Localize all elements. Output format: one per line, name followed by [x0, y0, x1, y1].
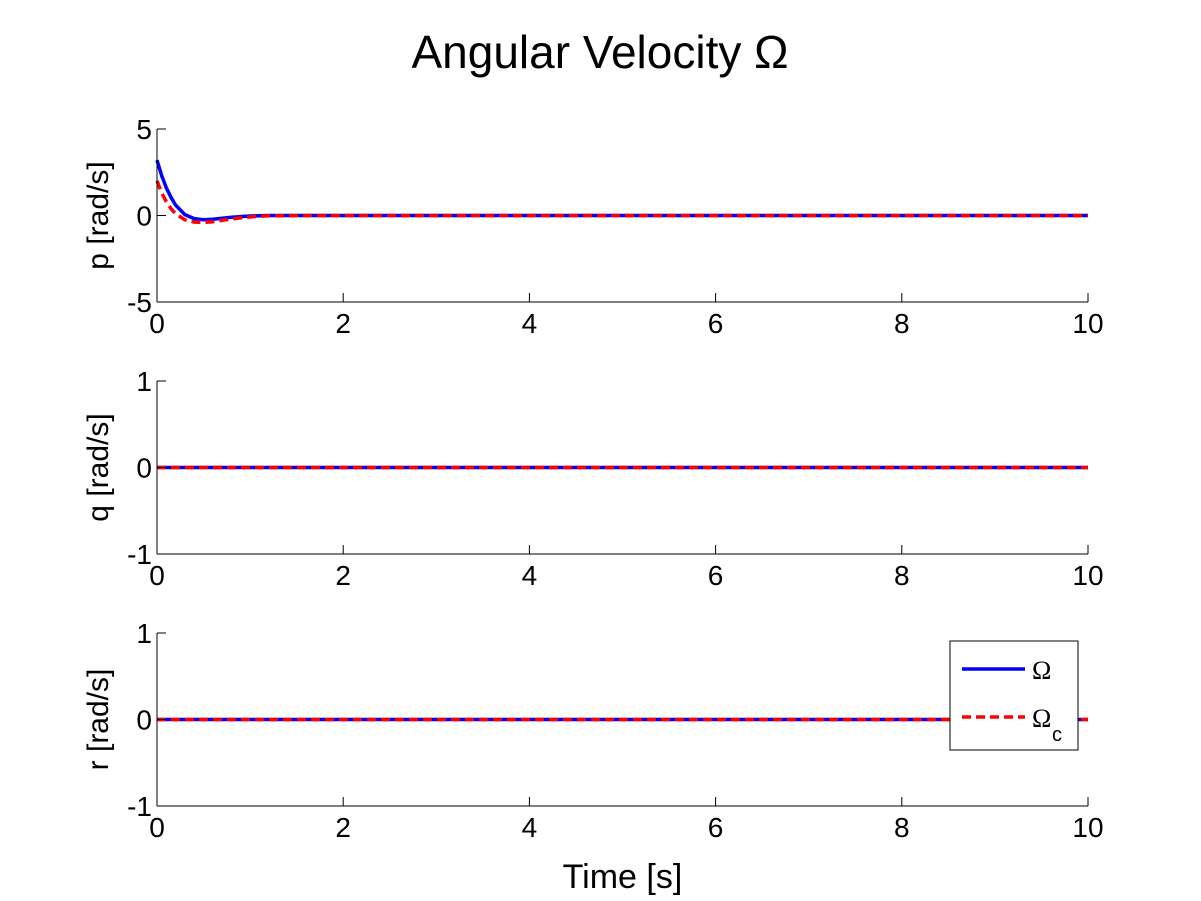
x-tick-label: 2	[335, 560, 351, 591]
y-tick-label: 0	[136, 453, 152, 484]
y-tick-label: 0	[136, 201, 152, 232]
x-tick-label: 8	[894, 560, 910, 591]
x-tick-label: 2	[335, 308, 351, 339]
x-tick-label: 8	[894, 308, 910, 339]
y-tick-label: 5	[136, 114, 152, 145]
y-tick-label: 0	[136, 705, 152, 736]
x-tick-label: 6	[708, 812, 724, 843]
series-line-omega-c	[155, 180, 1088, 225]
y-tick-label: -1	[127, 539, 152, 570]
x-tick-label: 8	[894, 812, 910, 843]
legend: Ω Ω c	[949, 640, 1079, 751]
x-tick-label: 0	[149, 560, 165, 591]
x-tick-label: 10	[1072, 560, 1103, 591]
y-tick-label: 1	[136, 366, 152, 397]
y-axis-label: p [rad/s]	[82, 161, 115, 269]
y-tick-label: 1	[136, 618, 152, 649]
y-axis-label: r [rad/s]	[82, 669, 115, 771]
y-tick-label: -5	[127, 287, 152, 318]
x-tick-label: 4	[522, 560, 538, 591]
legend-label-omega: Ω	[1032, 656, 1051, 685]
x-tick-label: 4	[522, 812, 538, 843]
x-tick-label: 6	[708, 560, 724, 591]
y-axis-label: q [rad/s]	[82, 413, 115, 521]
legend-label-omega-c: Ω	[1032, 704, 1051, 733]
figure-title: Angular Velocity Ω	[411, 26, 788, 78]
x-axis-label: Time [s]	[563, 858, 683, 896]
x-tick-label: 2	[335, 812, 351, 843]
y-tick-label: -1	[127, 791, 152, 822]
x-tick-label: 0	[149, 812, 165, 843]
x-tick-label: 10	[1072, 812, 1103, 843]
x-tick-label: 4	[522, 308, 538, 339]
x-tick-label: 0	[149, 308, 165, 339]
x-tick-label: 10	[1072, 308, 1103, 339]
legend-box	[949, 640, 1079, 751]
legend-label-omega-c-subscript: c	[1052, 724, 1062, 746]
x-tick-label: 6	[708, 308, 724, 339]
